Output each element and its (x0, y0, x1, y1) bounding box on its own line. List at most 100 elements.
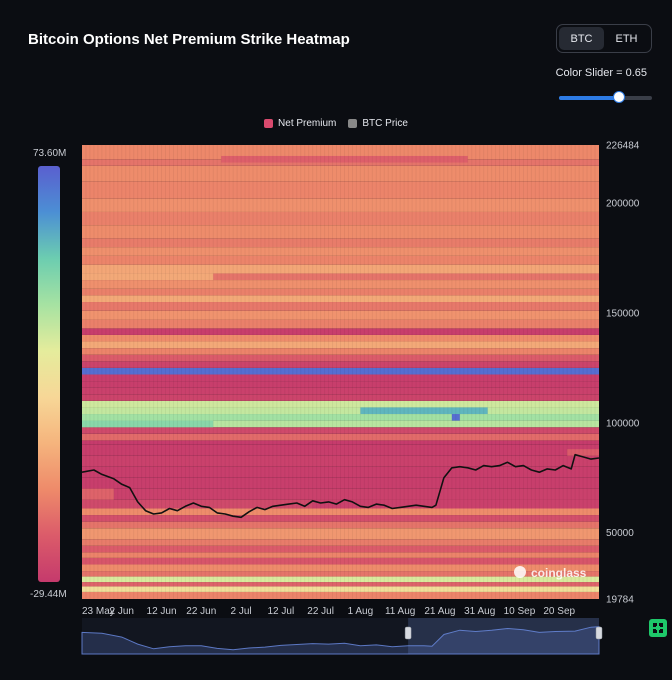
heatmap-band (82, 545, 599, 553)
heatmap-band (82, 466, 599, 478)
heatmap-band (82, 444, 599, 456)
chart-legend: Net Premium BTC Price (0, 118, 672, 129)
heatmap-band (82, 552, 599, 558)
heatmap-band (82, 440, 599, 445)
heatmap-band (82, 328, 599, 335)
x-tick-label: 1 Aug (348, 606, 374, 617)
heatmap-band (82, 407, 599, 415)
eth-button[interactable]: ETH (615, 32, 638, 45)
legend-swatch (348, 119, 358, 128)
btc-button[interactable]: BTC (559, 27, 604, 50)
heatmap-band (82, 508, 599, 516)
heatmap-band (82, 295, 599, 303)
heatmap-band (82, 387, 599, 395)
heatmap-patch (360, 407, 488, 415)
heatmap-band (82, 211, 599, 226)
heatmap-band (82, 576, 599, 583)
heatmap-band (82, 334, 599, 342)
heatmap-band (82, 400, 599, 408)
heatmap-band (82, 564, 599, 572)
legend-label: BTC Price (362, 118, 408, 129)
heatmap-band (82, 528, 599, 540)
heatmap-band (82, 238, 599, 248)
x-tick-label: 23 May (82, 606, 115, 617)
x-tick-label: 2 Jun (110, 606, 134, 617)
x-tick-label: 31 Aug (464, 606, 495, 617)
heatmap-band (82, 361, 599, 368)
heatmap-band (82, 348, 599, 355)
heatmap-band (82, 280, 599, 289)
navigator-handle-right[interactable] (595, 626, 603, 640)
legend-item-btc-price[interactable]: BTC Price (348, 118, 408, 129)
heatmap-band (82, 225, 599, 239)
x-tick-label: 22 Jun (186, 606, 216, 617)
heatmap-band (82, 586, 599, 592)
heatmap-band (82, 381, 599, 388)
navigator-background (82, 618, 599, 654)
y-tick-label: 100000 (606, 418, 640, 429)
x-tick-label: 12 Jun (147, 606, 177, 617)
y-tick-label: 19784 (606, 595, 634, 606)
heatmap-band (82, 571, 599, 577)
heatmap-band (82, 273, 599, 281)
heatmap-band (82, 302, 599, 311)
heatmap-band (82, 455, 599, 467)
heatmap-band (82, 165, 599, 182)
x-tick-label: 20 Sep (543, 606, 575, 617)
heatmap-band (82, 394, 599, 401)
color-slider[interactable] (559, 91, 652, 104)
heatmap-band (82, 247, 599, 256)
heatmap-band (82, 198, 599, 212)
heatmap-band (82, 288, 599, 296)
x-tick-label: 10 Sep (504, 606, 536, 617)
heatmap-band (82, 354, 599, 362)
heatmap-band (82, 582, 599, 587)
colorbar (38, 166, 60, 582)
heatmap-band (82, 539, 599, 546)
heatmap-band (82, 414, 599, 421)
heatmap-band (82, 427, 599, 434)
heatmap-band (82, 420, 599, 428)
heatmap-band (82, 591, 599, 599)
slider-fill (559, 96, 620, 100)
heatmap-band (82, 477, 599, 489)
x-tick-label: 22 Jul (307, 606, 334, 617)
heatmap-band (82, 264, 599, 274)
colorbar-min-label: -29.44M (30, 589, 67, 600)
heatmap-patch (82, 273, 214, 281)
navigator-selection[interactable] (408, 618, 599, 654)
btc-price-line (81, 453, 600, 519)
heatmap-band (82, 341, 599, 349)
heatmap-band (82, 515, 599, 522)
heatmap-band (82, 521, 599, 529)
slider-thumb[interactable] (613, 91, 626, 103)
heatmap-patch (221, 155, 468, 163)
navigator-series (81, 626, 600, 655)
y-tick-label: 226484 (606, 141, 640, 152)
heatmap-band (82, 310, 599, 320)
watermark-logo-icon (514, 566, 526, 578)
heatmap-band (82, 319, 599, 329)
legend-item-net-premium[interactable]: Net Premium (264, 118, 336, 129)
heatmap-band (82, 367, 599, 375)
legend-swatch (264, 119, 274, 128)
x-tick-label: 21 Aug (424, 606, 455, 617)
page-title: Bitcoin Options Net Premium Strike Heatm… (28, 31, 350, 48)
y-tick-label: 200000 (606, 199, 640, 210)
y-tick-label: 50000 (606, 528, 634, 539)
heatmap-band (82, 433, 599, 441)
heatmap-patch (451, 414, 460, 421)
navigator-handle-left[interactable] (404, 626, 412, 640)
x-tick-label: 12 Jul (268, 606, 295, 617)
coinglass-app-icon[interactable] (649, 619, 667, 637)
coinglass-watermark: coinglass (531, 566, 587, 580)
heatmap-band (82, 255, 599, 265)
heatmap-band (82, 181, 599, 199)
heatmap-band (82, 488, 599, 500)
heatmap-patch (82, 488, 114, 500)
colorbar-max-label: 73.60M (33, 148, 67, 159)
legend-label: Net Premium (278, 118, 337, 129)
x-tick-label: 11 Aug (385, 606, 415, 617)
color-slider-label: Color Slider = 0.65 (555, 67, 647, 79)
